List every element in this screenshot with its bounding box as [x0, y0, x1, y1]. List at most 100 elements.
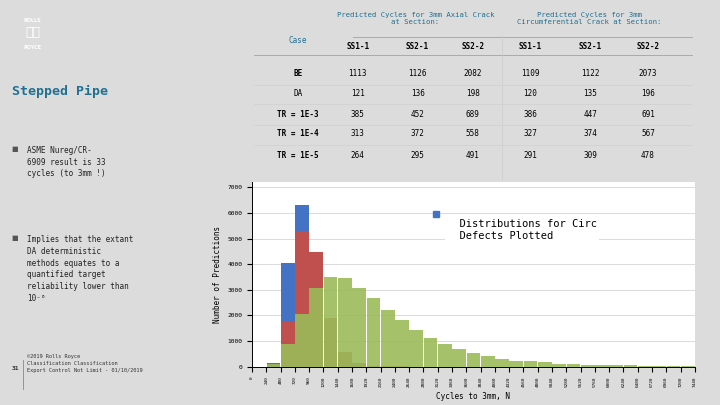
Bar — [281, 322, 294, 367]
Text: SS2-2: SS2-2 — [636, 42, 660, 51]
X-axis label: Cycles to 3mm, N: Cycles to 3mm, N — [436, 392, 510, 401]
Bar — [338, 279, 351, 367]
Text: BE: BE — [293, 70, 302, 79]
Bar — [452, 349, 466, 367]
Text: 385: 385 — [351, 109, 364, 119]
Text: TR = 1E-3: TR = 1E-3 — [277, 109, 319, 119]
Text: 136: 136 — [410, 89, 425, 98]
Text: 689: 689 — [466, 109, 480, 119]
Bar — [352, 363, 366, 367]
Bar — [266, 364, 280, 367]
Bar — [624, 365, 637, 367]
Text: ■: ■ — [12, 235, 18, 241]
Bar — [324, 277, 338, 367]
Text: 478: 478 — [641, 151, 655, 160]
Text: ASME Nureg/CR-
6909 result is 33
cycles (to 3mm !): ASME Nureg/CR- 6909 result is 33 cycles … — [27, 146, 106, 178]
Text: Distributions for Circ
  Defects Plotted: Distributions for Circ Defects Plotted — [447, 219, 597, 241]
Bar — [310, 252, 323, 367]
Text: 327: 327 — [523, 129, 537, 138]
Text: 386: 386 — [523, 109, 537, 119]
Bar — [295, 314, 309, 367]
Text: 1126: 1126 — [408, 70, 427, 79]
Text: 1113: 1113 — [348, 70, 367, 79]
Text: 121: 121 — [351, 89, 364, 98]
Text: DA: DA — [293, 89, 302, 98]
Bar — [410, 330, 423, 367]
Text: 309: 309 — [583, 151, 598, 160]
Text: 313: 313 — [351, 129, 364, 138]
Y-axis label: Number of Predictions: Number of Predictions — [212, 226, 222, 323]
Text: SS1-1: SS1-1 — [519, 42, 542, 51]
Bar — [667, 366, 680, 367]
Text: 2082: 2082 — [464, 70, 482, 79]
Text: 198: 198 — [466, 89, 480, 98]
Text: 120: 120 — [523, 89, 537, 98]
Bar — [266, 366, 280, 367]
Bar — [281, 263, 294, 367]
Bar — [495, 359, 509, 367]
Bar — [652, 366, 666, 367]
Text: SS2-2: SS2-2 — [462, 42, 485, 51]
Text: Stepped Pipe: Stepped Pipe — [12, 85, 107, 98]
Bar — [338, 365, 351, 367]
Bar — [281, 344, 294, 367]
Text: 291: 291 — [523, 151, 537, 160]
Text: 567: 567 — [641, 129, 655, 138]
Text: ROYCE: ROYCE — [24, 45, 42, 50]
Bar — [366, 298, 380, 367]
Bar — [481, 356, 495, 367]
Bar — [310, 288, 323, 367]
Text: ■: ■ — [12, 146, 18, 152]
Text: Implies that the extant
DA deterministic
methods equates to a
quantified target
: Implies that the extant DA deterministic… — [27, 235, 133, 303]
Text: SS2-1: SS2-1 — [406, 42, 429, 51]
Text: 31: 31 — [12, 366, 19, 371]
Text: Case: Case — [289, 36, 307, 45]
Text: 196: 196 — [641, 89, 655, 98]
Text: 264: 264 — [351, 151, 364, 160]
Text: 295: 295 — [410, 151, 425, 160]
Bar — [581, 364, 595, 367]
Text: 691: 691 — [641, 109, 655, 119]
Bar — [423, 338, 437, 367]
Bar — [438, 344, 451, 367]
Text: 374: 374 — [583, 129, 598, 138]
Bar — [352, 288, 366, 367]
Bar — [523, 361, 537, 367]
Text: 135: 135 — [583, 89, 598, 98]
Bar — [595, 365, 609, 367]
Bar — [467, 353, 480, 367]
Bar — [295, 205, 309, 367]
Bar — [638, 366, 652, 367]
Text: TR = 1E-4: TR = 1E-4 — [277, 129, 319, 138]
Bar — [609, 365, 623, 367]
Text: 1109: 1109 — [521, 70, 540, 79]
Bar — [310, 309, 323, 367]
Text: SS1-1: SS1-1 — [346, 42, 369, 51]
Bar — [266, 363, 280, 367]
Text: Predicted Cycles for 3mm
Circumferential Crack at Section:: Predicted Cycles for 3mm Circumferential… — [517, 11, 662, 25]
Bar — [395, 320, 409, 367]
Bar — [510, 361, 523, 367]
Text: TR = 1E-5: TR = 1E-5 — [277, 151, 319, 160]
Bar — [366, 366, 380, 367]
Text: Predicted Cycles for 3mm Axial Crack
at Section:: Predicted Cycles for 3mm Axial Crack at … — [336, 11, 494, 25]
Bar — [538, 362, 552, 367]
Bar — [381, 310, 395, 367]
Bar — [552, 364, 566, 367]
Bar — [567, 364, 580, 367]
Text: 1122: 1122 — [581, 70, 600, 79]
Text: ©2019 Rolls Royce
Classification Classification
Export Control Not Limit - 01/10: ©2019 Rolls Royce Classification Classif… — [27, 354, 143, 373]
Bar — [324, 357, 338, 367]
Text: 372: 372 — [410, 129, 425, 138]
Text: 558: 558 — [466, 129, 480, 138]
Bar — [324, 318, 338, 367]
Bar — [338, 352, 351, 367]
Text: ROLLS: ROLLS — [24, 18, 42, 23]
Text: SS2-1: SS2-1 — [579, 42, 602, 51]
Text: 2073: 2073 — [639, 70, 657, 79]
Bar — [295, 231, 309, 367]
Text: 491: 491 — [466, 151, 480, 160]
Text: 447: 447 — [583, 109, 598, 119]
Text: ⓇⓇ: ⓇⓇ — [25, 26, 40, 39]
Text: 452: 452 — [410, 109, 425, 119]
